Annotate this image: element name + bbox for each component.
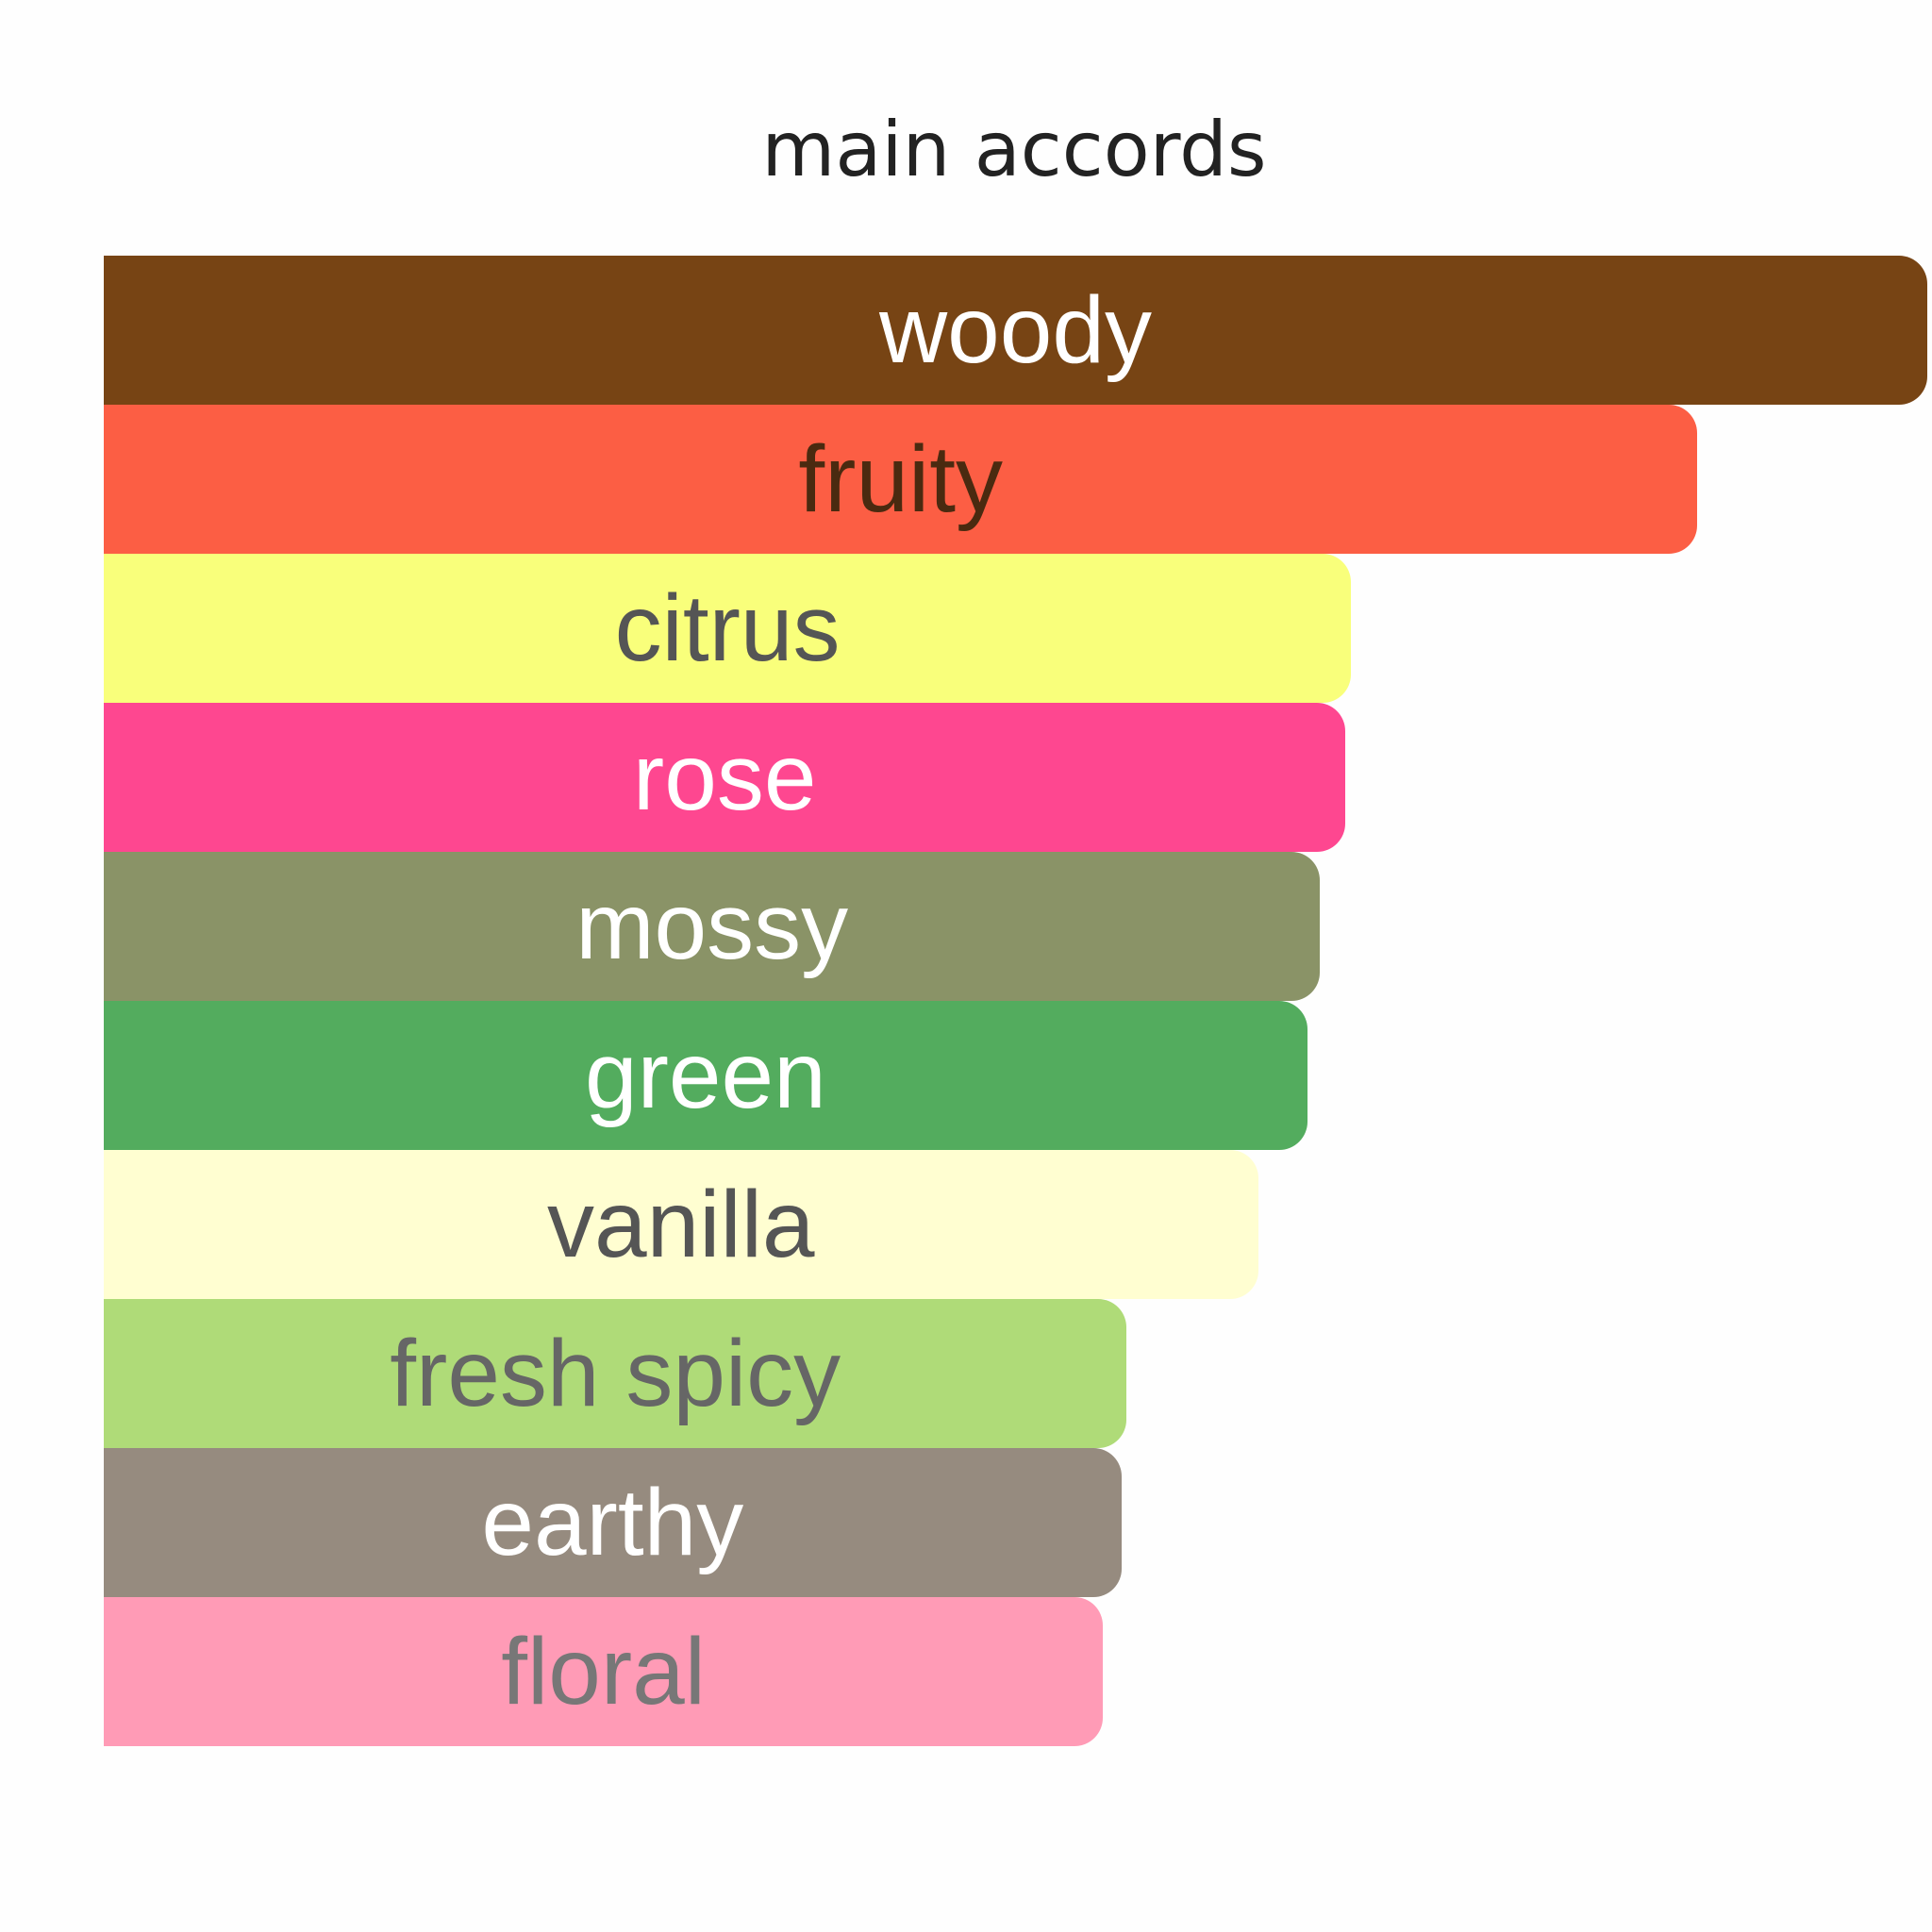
bar-rose: rose [104,703,1346,852]
bar-label: woody [878,277,1153,383]
bar-label: vanilla [547,1172,815,1277]
chart-title: main accords [761,106,1267,193]
bar-earthy: earthy [104,1448,1122,1597]
bar-label: earthy [481,1470,744,1575]
bar-floral: floral [104,1597,1104,1746]
bar-label: mossy [575,874,849,979]
bar-label: citrus [614,575,841,681]
bar-fresh-spicy: fresh spicy [104,1299,1127,1448]
bar-label: fresh spicy [390,1321,841,1426]
bar-citrus: citrus [104,554,1352,703]
bar-label: floral [501,1619,707,1724]
bar-label: fruity [798,426,1004,532]
bar-label: green [585,1023,826,1128]
bar-woody: woody [104,256,1927,405]
bar-green: green [104,1001,1307,1150]
bar-fruity: fruity [104,405,1698,554]
bar-vanilla: vanilla [104,1150,1258,1299]
bar-mossy: mossy [104,852,1321,1001]
bar-label: rose [632,724,817,830]
bar-chart: woody fruity citrus rose mossy green vanilla fr… [104,256,1927,1746]
